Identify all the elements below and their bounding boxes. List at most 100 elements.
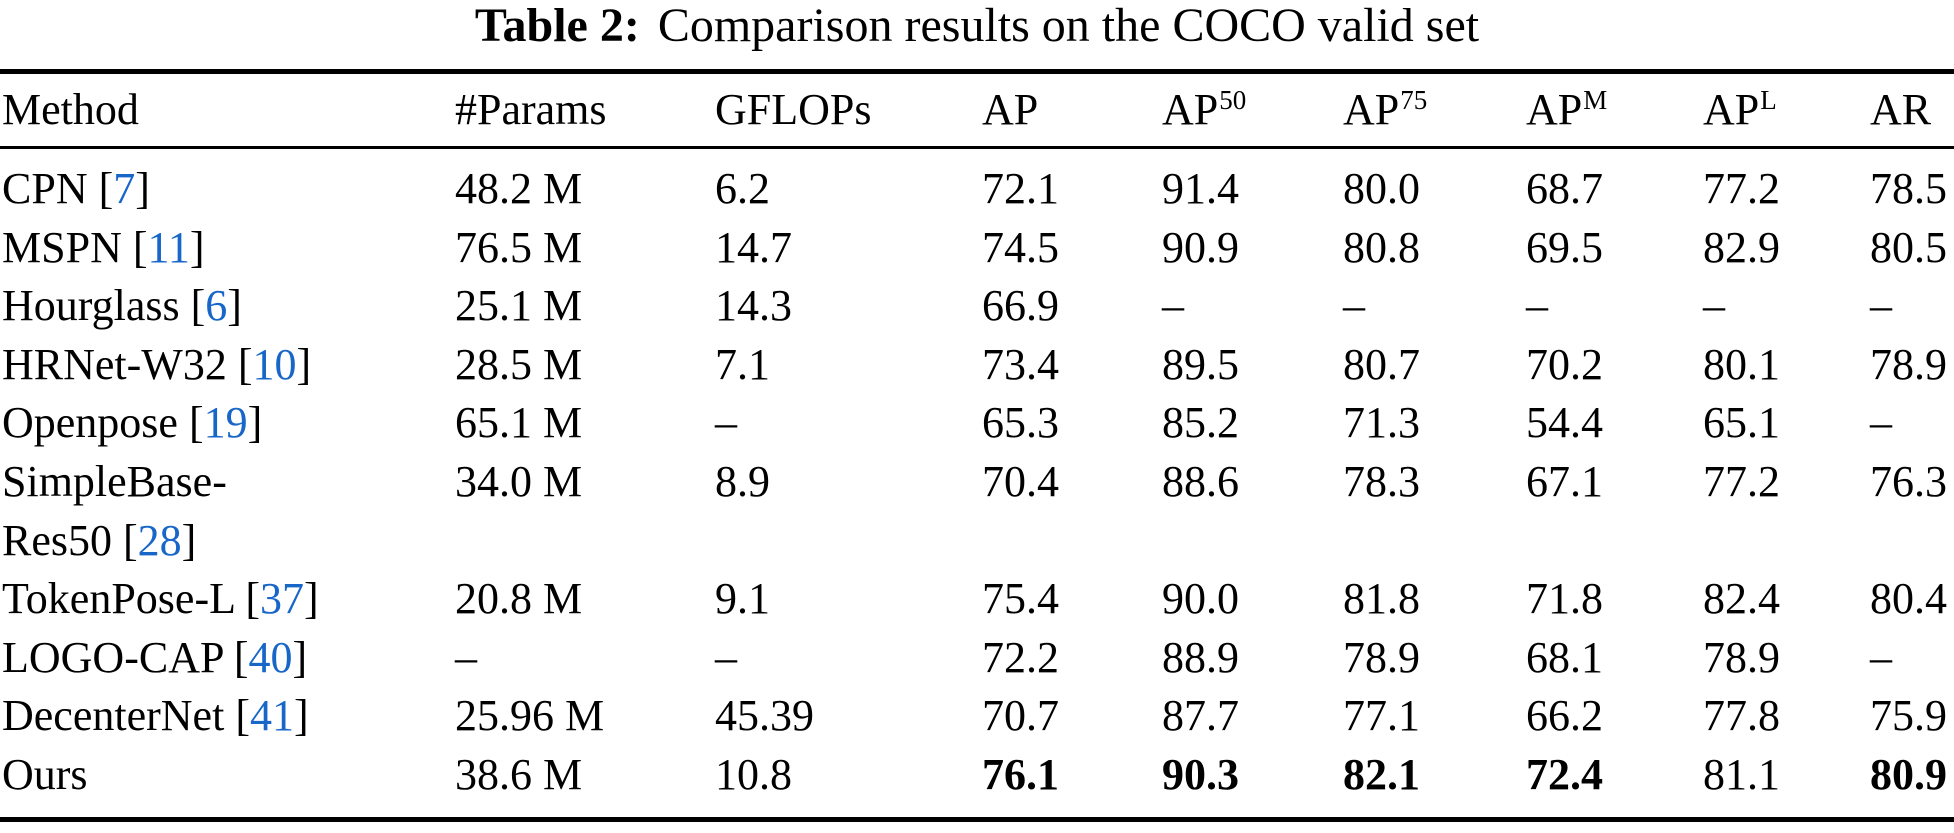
cell-ar: 80.9	[1870, 749, 1947, 799]
cell-apm: 72.4	[1526, 749, 1603, 799]
method-name-line: SimpleBase-	[2, 456, 227, 506]
cell-method: TokenPose-L [37]	[2, 570, 319, 629]
table-row-ours: Ours 38.6 M 10.8 76.1 90.3 82.1 72.4 81.1 80.9	[0, 746, 1954, 805]
cell-apl: 81.1	[1703, 749, 1780, 799]
table-row-hrnet-w32: HRNet-W32 [10] 28.5 M 7.1 73.4 89.5 80.7 70.2 8…	[0, 336, 1954, 395]
column-header-sup-ap50: 50	[1219, 85, 1247, 115]
cell-ap: 72.2	[982, 632, 1059, 682]
cell-ap: 72.1	[982, 164, 1059, 213]
cell-ar: –	[1870, 281, 1892, 331]
cell-apm: 69.5	[1526, 222, 1603, 272]
method-name-line: Ours	[2, 749, 88, 799]
cell-apm: 67.1	[1526, 456, 1603, 506]
citation-link[interactable]: 10	[252, 339, 297, 389]
cell-ap50: 88.6	[1162, 456, 1239, 506]
cell-ar: 75.9	[1870, 691, 1947, 741]
cell-method: Ours	[2, 746, 88, 805]
column-header-ap50: AP50	[1162, 85, 1247, 134]
caption-text: Comparison results on the COCO valid set	[657, 0, 1480, 52]
method-name-line: Res50 [28]	[2, 515, 197, 565]
column-header-gflops: GFLOPs	[715, 85, 872, 134]
cell-apm: 68.1	[1526, 632, 1603, 682]
table-row-openpose: Openpose [19] 65.1 M – 65.3 85.2 71.3 54.4 65.1…	[0, 394, 1954, 453]
cell-ap50: 90.9	[1162, 222, 1239, 272]
cell-ar: 80.4	[1870, 574, 1947, 624]
cell-apl: –	[1703, 281, 1725, 331]
cell-ar: –	[1870, 632, 1892, 682]
cell-method: DecenterNet [41]	[2, 687, 309, 746]
cell-apm: 54.4	[1526, 398, 1603, 448]
cell-apl: 82.4	[1703, 574, 1780, 624]
citation-link[interactable]: 6	[205, 281, 228, 331]
cell-gflops: –	[715, 632, 737, 682]
table-rule-header	[0, 146, 1954, 149]
table-body: CPN [7] 48.2 M 6.2 72.1 91.4 80.0 68.7 77.2 78.5…	[0, 160, 1954, 805]
method-name-line: TokenPose-L [37]	[2, 574, 319, 624]
method-name-line: MSPN [11]	[2, 222, 205, 272]
cell-gflops: 6.2	[715, 164, 770, 213]
cell-ar: 78.9	[1870, 339, 1947, 389]
cell-ap: 70.4	[982, 456, 1059, 506]
cell-gflops: 14.7	[715, 222, 792, 272]
table-row-cpn: CPN [7] 48.2 M 6.2 72.1 91.4 80.0 68.7 77.2 78.5	[0, 160, 1954, 219]
cell-gflops: –	[715, 398, 737, 448]
cell-ap75: 82.1	[1343, 749, 1420, 799]
cell-ap75: 80.8	[1343, 222, 1420, 272]
cell-params: 65.1 M	[455, 398, 583, 448]
citation-link[interactable]: 7	[113, 164, 136, 213]
cell-ap75: 71.3	[1343, 398, 1420, 448]
column-header-ap75: AP75	[1343, 85, 1428, 134]
cell-gflops: 45.39	[715, 691, 814, 741]
cell-method: SimpleBase- Res50 [28]	[2, 453, 227, 570]
column-header-apl: APL	[1703, 85, 1777, 134]
cell-gflops: 14.3	[715, 281, 792, 331]
cell-method: CPN [7]	[2, 160, 150, 219]
cell-ap50: 91.4	[1162, 164, 1239, 213]
cell-params: 20.8 M	[455, 574, 583, 624]
cell-ap75: –	[1343, 281, 1365, 331]
cell-params: 48.2 M	[455, 164, 583, 213]
citation-link[interactable]: 11	[147, 222, 190, 272]
citation-link[interactable]: 19	[203, 398, 248, 448]
citation-link[interactable]: 41	[249, 691, 294, 741]
cell-ap: 75.4	[982, 574, 1059, 624]
cell-gflops: 10.8	[715, 749, 792, 799]
cell-apm: 71.8	[1526, 574, 1603, 624]
table-row-tokenpose-l: TokenPose-L [37] 20.8 M 9.1 75.4 90.0 81.8 71.…	[0, 570, 1954, 629]
cell-params: –	[455, 632, 477, 682]
table-caption: Table 2: Comparison results on the COCO v…	[0, 0, 1954, 54]
cell-ar: –	[1870, 398, 1892, 448]
citation-link[interactable]: 40	[248, 632, 293, 682]
cell-method: MSPN [11]	[2, 219, 205, 278]
cell-apl: 65.1	[1703, 398, 1780, 448]
cell-method: Hourglass [6]	[2, 277, 242, 336]
method-name-line: DecenterNet [41]	[2, 691, 309, 741]
column-header-ar: AR	[1870, 85, 1932, 134]
cell-ap50: 88.9	[1162, 632, 1239, 682]
cell-ap75: 77.1	[1343, 691, 1420, 741]
cell-apm: 66.2	[1526, 691, 1603, 741]
table-row-logo-cap: LOGO-CAP [40] – – 72.2 88.9 78.9 68.1 78.9 –	[0, 629, 1954, 688]
cell-ap75: 78.3	[1343, 456, 1420, 506]
column-header-sup-apl: L	[1760, 85, 1777, 115]
cell-ap50: –	[1162, 281, 1184, 331]
cell-params: 38.6 M	[455, 749, 583, 799]
method-name-line: HRNet-W32 [10]	[2, 339, 312, 389]
cell-ar: 76.3	[1870, 456, 1947, 506]
cell-params: 25.1 M	[455, 281, 583, 331]
citation-link[interactable]: 37	[260, 574, 305, 624]
cell-ap75: 80.0	[1343, 164, 1420, 213]
column-header-params: #Params	[455, 85, 607, 134]
table-row-hourglass: Hourglass [6] 25.1 M 14.3 66.9 – – – – –	[0, 277, 1954, 336]
citation-link[interactable]: 28	[137, 515, 182, 565]
cell-apl: 77.8	[1703, 691, 1780, 741]
column-header-sup-ap75: 75	[1400, 85, 1428, 115]
cell-params: 76.5 M	[455, 222, 583, 272]
caption-label: Table 2:	[474, 0, 640, 52]
cell-ap50: 90.3	[1162, 749, 1239, 799]
cell-ap50: 90.0	[1162, 574, 1239, 624]
cell-apm: –	[1526, 281, 1548, 331]
table-row-simplebase-res50: SimpleBase- Res50 [28] 34.0 M 8.9 70.4 88.6 78…	[0, 453, 1954, 570]
cell-ap50: 89.5	[1162, 339, 1239, 389]
